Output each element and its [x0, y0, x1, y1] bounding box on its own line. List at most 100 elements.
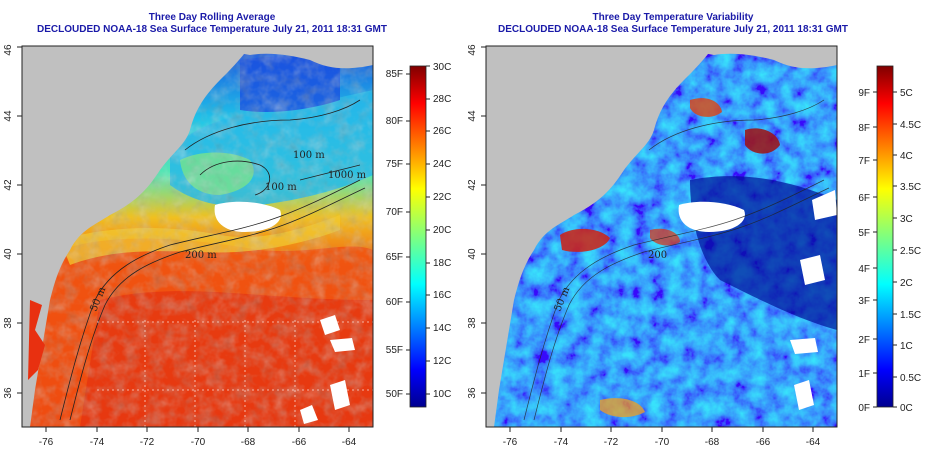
right-y-axis: 36 38 40 42 44 46 [467, 44, 486, 399]
left-cb-f-label: 85F [386, 69, 403, 80]
right-cb-f-label: 1F [858, 369, 870, 380]
left-cb-c-label: 22C [433, 192, 451, 203]
left-contour-label-4: 200 m [185, 250, 217, 261]
right-y-tick: 42 [467, 179, 478, 191]
right-x-tick: -66 [756, 437, 771, 448]
left-cb-c-label: 14C [433, 323, 451, 334]
right-cb-f-label: 3F [858, 296, 870, 307]
left-land-nova-scotia [200, 46, 373, 69]
left-cb-c-label: 16C [433, 290, 451, 301]
left-y-tick: 44 [3, 110, 14, 122]
left-cb-f-label: 60F [386, 297, 403, 308]
left-x-tick: -74 [90, 437, 105, 448]
left-cb-f-label: 55F [386, 345, 403, 356]
right-cloud-4 [790, 338, 818, 354]
right-contour-label-1: 200 [648, 250, 667, 261]
right-cb-f-label: 6F [858, 193, 870, 204]
left-y-tick: 40 [3, 248, 14, 260]
left-y-axis: 36 38 40 42 44 46 [3, 44, 22, 399]
left-cb-f-label: 75F [386, 159, 403, 170]
left-y-tick: 46 [3, 44, 14, 56]
right-hotspot-3 [690, 98, 722, 117]
left-cb-f-label: 80F [386, 116, 403, 127]
right-cb-c-label: 3C [900, 214, 913, 225]
left-cloud-3 [330, 380, 350, 410]
left-colorbar-gradient [409, 65, 427, 408]
left-x-tick: -72 [140, 437, 155, 448]
left-cb-c-label: 30C [433, 62, 451, 73]
left-cb-c-label: 26C [433, 126, 451, 137]
right-colorbar: 0F 1F 2F 3F 4F 5F 6F 7F 8F 9F [858, 65, 921, 414]
right-x-axis: -76 -74 -72 -70 -68 -66 -64 [503, 427, 821, 448]
right-cb-f-label: 2F [858, 335, 870, 346]
left-chesapeake [28, 300, 45, 380]
right-cb-c-label: 3.5C [900, 182, 921, 193]
left-grid [97, 320, 373, 427]
right-x-tick: -72 [604, 437, 619, 448]
right-cb-f-label: 7F [858, 156, 870, 167]
right-title: Three Day Temperature Variability DECLOU… [478, 12, 868, 36]
left-map-svg: 100 m 100 m 1000 m 200 m 50 m -76 -74 -7… [3, 44, 451, 448]
right-y-tick: 46 [467, 44, 478, 56]
right-contours [523, 99, 830, 421]
left-y-tick: 42 [3, 179, 14, 191]
right-land-mainland [486, 46, 714, 427]
left-title: Three Day Rolling Average DECLOUDED NOAA… [22, 12, 402, 36]
right-cb-c-label: 0C [900, 403, 913, 414]
right-cb-c-label: 0.5C [900, 373, 921, 384]
right-cb-c-label: 2.5C [900, 246, 921, 257]
right-x-tick: -70 [655, 437, 670, 448]
right-cb-c-label: 4C [900, 151, 913, 162]
right-x-tick: -68 [705, 437, 720, 448]
right-x-tick: -74 [554, 437, 569, 448]
left-contours [59, 99, 366, 421]
left-cloud-5 [330, 338, 355, 352]
right-cb-c-label: 1C [900, 341, 913, 352]
right-cloud-3 [794, 380, 814, 410]
left-x-tick: -66 [292, 437, 307, 448]
left-contour-label-3: 1000 m [328, 170, 367, 181]
right-title-line1: Three Day Temperature Variability [592, 12, 754, 23]
left-cb-c-label: 24C [433, 159, 451, 170]
left-cloud-2 [320, 315, 340, 335]
right-hotspot-2 [745, 128, 780, 154]
right-y-tick: 36 [467, 387, 478, 399]
right-hotspot-1 [560, 228, 610, 252]
right-cb-f-label: 4F [858, 264, 870, 275]
right-title-line2: DECLOUDED NOAA-18 Sea Surface Temperatur… [498, 24, 848, 35]
left-cb-c-label: 28C [433, 94, 451, 105]
right-cloud-5 [812, 190, 837, 220]
left-cb-f-label: 70F [386, 207, 403, 218]
right-cb-f-label: 0F [858, 403, 870, 414]
left-y-tick: 38 [3, 317, 14, 329]
left-cb-f-label: 65F [386, 252, 403, 263]
right-colorbar-gradient [876, 65, 894, 408]
left-title-line2: DECLOUDED NOAA-18 Sea Surface Temperatur… [37, 24, 387, 35]
left-title-line1: Three Day Rolling Average [148, 12, 276, 23]
right-land-nova-scotia [664, 46, 837, 69]
left-cloud-1 [214, 201, 281, 232]
right-cb-f-label: 5F [858, 228, 870, 239]
left-contour-label-1: 100 m [293, 150, 325, 161]
left-x-tick: -68 [241, 437, 256, 448]
right-cb-c-label: 2C [900, 278, 913, 289]
left-cb-c-label: 12C [433, 356, 451, 367]
left-x-tick: -64 [342, 437, 357, 448]
right-cb-f-label: 9F [858, 88, 870, 99]
left-x-tick: -70 [191, 437, 206, 448]
right-x-tick: -64 [806, 437, 821, 448]
right-cb-c-label: 1.5C [900, 310, 921, 321]
right-hotspot-4 [600, 398, 645, 418]
right-cb-f-label: 8F [858, 123, 870, 134]
left-cb-f-label: 50F [386, 389, 403, 400]
right-cloud-2 [800, 255, 825, 285]
right-y-tick: 44 [467, 110, 478, 122]
right-y-tick: 40 [467, 248, 478, 260]
right-map-area [486, 46, 837, 427]
right-cloud-1 [678, 201, 745, 232]
left-land-mainland [22, 46, 250, 427]
left-x-tick: -76 [39, 437, 54, 448]
left-y-tick: 36 [3, 387, 14, 399]
right-hotspot-5 [650, 228, 680, 246]
